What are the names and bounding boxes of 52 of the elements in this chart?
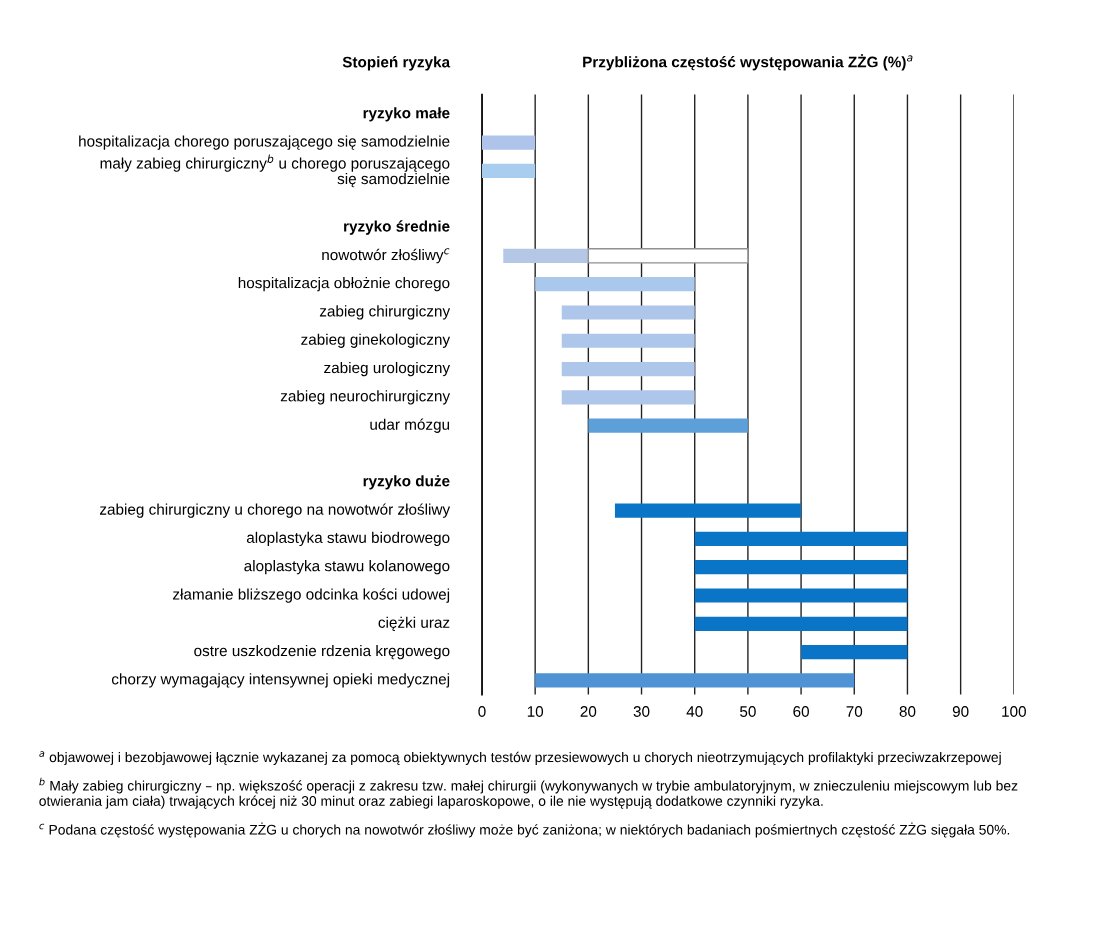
bar	[561, 390, 695, 405]
x-tick-label: 0	[478, 706, 486, 717]
y-tick-label: zabieg urologiczny	[324, 361, 451, 377]
bar	[587, 248, 749, 264]
bar	[481, 163, 536, 178]
bar	[535, 277, 695, 292]
text: $^{c}$ Podana częstość występowania ZŻG u chorych na nowotwór złośliwy może być zaniżona; w niektórych badaniach pośmiertnych częstość ZŻG sięgała 50%.	[39, 822, 1010, 838]
bar	[588, 418, 748, 433]
bar	[503, 248, 589, 263]
y-tick-label: nowotwór złośliwy$^{c}$	[322, 248, 450, 264]
x-tick-label: 100	[1002, 706, 1026, 717]
y-tick-label: zabieg chirurgiczny	[319, 305, 451, 320]
y-tick-label: ostre uszkodzenie rdzenia kręgowego	[194, 644, 450, 660]
bar	[694, 588, 908, 603]
x-tick-label: 90	[952, 706, 969, 717]
y-tick-label: złamanie bliższego odcinka kości udowej	[173, 588, 450, 603]
x-tick-label: 80	[899, 706, 916, 717]
y-tick-label: zabieg neurochirurgiczny	[280, 390, 451, 405]
x-tick-label: 70	[846, 706, 863, 717]
y-tick-label: aloplastyka stawu kolanowego	[244, 560, 450, 575]
y-tick-label: mały zabieg chirurgiczny$^{b}$ u chorego poruszającego się samodzielnie	[100, 154, 450, 188]
y-tick-label: chorzy wymagający intensywnej opieki medycznej	[111, 673, 450, 688]
y-axis-title: Stopień ryzyka	[342, 56, 451, 71]
x-tick-label: 50	[740, 706, 756, 717]
bar	[694, 560, 908, 575]
text: $^{b}$ Mały zabieg chirurgiczny – np. większość operacji z zakresu tzw. małej chirurgii (wykonywanych w trybie ambulatoryjnym, w znieczuleniu miejscowym lub bez otwierania jam ciała) trwających krócej niż 30 minut oraz zabiegi laparoskopowe, o ile nie występują dodatkowe czynniki ryzyka.	[39, 777, 1018, 809]
y-tick-label: hospitalizacja chorego poruszającego się samodzielnie	[79, 135, 450, 150]
y-tick-label: zabieg chirurgiczny u chorego na nowotwór złośliwy	[100, 503, 451, 518]
bar	[561, 305, 695, 320]
bar	[561, 333, 695, 348]
y-tick-label: zabieg ginekologiczny	[301, 333, 451, 348]
y-tick-label: ryzyko duże	[363, 475, 450, 490]
x-tick-label: 40	[686, 706, 703, 717]
bar	[801, 645, 908, 660]
x-tick-label: 20	[580, 706, 597, 717]
bar	[481, 135, 536, 150]
bar	[561, 361, 695, 377]
y-tick-label: hospitalizacja obłożnie chorego	[238, 277, 450, 292]
x-tick-label: 30	[633, 706, 650, 717]
y-tick-label: ciężki uraz	[378, 616, 450, 631]
x-tick-label: 10	[527, 706, 544, 717]
bar	[614, 503, 802, 518]
y-tick-label: aloplastyka stawu biodrowego	[246, 531, 450, 547]
y-tick-label: udar mózgu	[370, 418, 450, 433]
chart-title: Przybliżona częstość występowania ZŻG (%)$^{a}$	[583, 54, 913, 71]
y-tick-label: ryzyko średnie	[344, 220, 450, 235]
bar	[694, 616, 908, 631]
x-tick-label: 60	[793, 706, 809, 717]
y-tick-label: ryzyko małe	[363, 107, 450, 122]
bar	[694, 531, 908, 546]
text: $^{a}$ objawowej i bezobjawowej łącznie wykazanej za pomocą obiektywnych testów przesiewowych u chorych nieotrzymujących profilaktyki przeciwzakrzepowej	[39, 751, 1001, 765]
bar	[535, 673, 855, 688]
